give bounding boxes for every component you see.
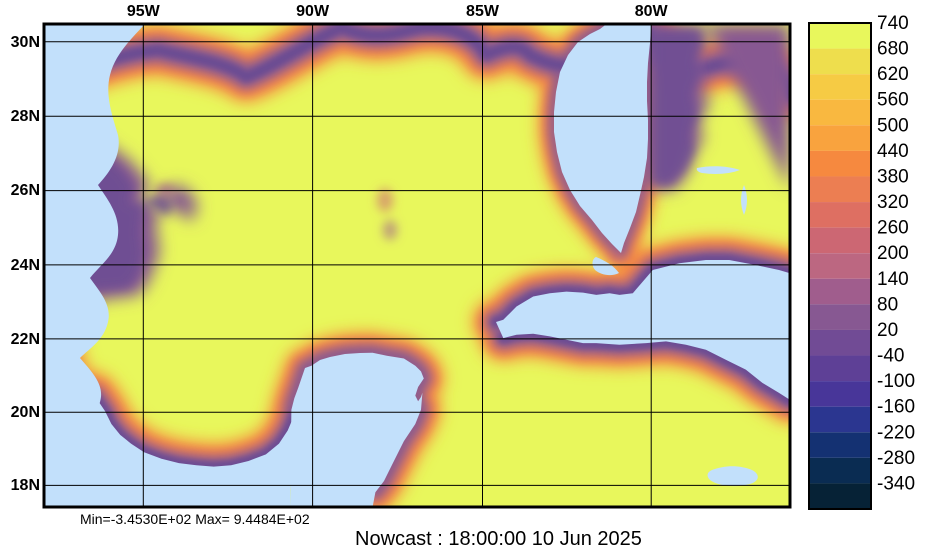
svg-text:26N: 26N	[11, 182, 40, 199]
svg-text:260: 260	[877, 218, 909, 239]
svg-text:620: 620	[877, 64, 909, 85]
svg-text:-220: -220	[877, 422, 915, 443]
svg-text:500: 500	[877, 115, 909, 136]
svg-text:Min=-3.4530E+02 Max= 9.4484E: Min=-3.4530E+02 Max= 9.4484E+02	[80, 511, 310, 527]
svg-text:85W: 85W	[466, 3, 500, 20]
svg-text:95W: 95W	[127, 3, 161, 20]
svg-text:140: 140	[877, 269, 909, 290]
svg-text:-160: -160	[877, 397, 915, 418]
svg-text:80W: 80W	[635, 3, 669, 20]
svg-text:680: 680	[877, 39, 909, 60]
svg-text:Nowcast : 18:00:00 10 Jun 202: Nowcast : 18:00:00 10 Jun 2025	[355, 528, 642, 550]
svg-text:22N: 22N	[11, 331, 40, 348]
svg-text:20: 20	[877, 320, 898, 341]
svg-text:560: 560	[877, 90, 909, 111]
svg-text:-40: -40	[877, 346, 904, 367]
svg-text:80: 80	[877, 294, 898, 315]
svg-text:24N: 24N	[11, 257, 40, 274]
svg-text:-280: -280	[877, 448, 915, 469]
svg-text:-100: -100	[877, 371, 915, 392]
svg-text:740: 740	[877, 13, 909, 34]
svg-text:380: 380	[877, 166, 909, 187]
svg-text:30N: 30N	[11, 34, 40, 51]
svg-text:20N: 20N	[11, 404, 40, 421]
svg-text:90W: 90W	[296, 3, 330, 20]
svg-text:-340: -340	[877, 473, 915, 494]
svg-text:18N: 18N	[11, 477, 40, 494]
svg-text:440: 440	[877, 141, 909, 162]
svg-text:200: 200	[877, 243, 909, 264]
svg-text:28N: 28N	[11, 108, 40, 125]
svg-text:320: 320	[877, 192, 909, 213]
